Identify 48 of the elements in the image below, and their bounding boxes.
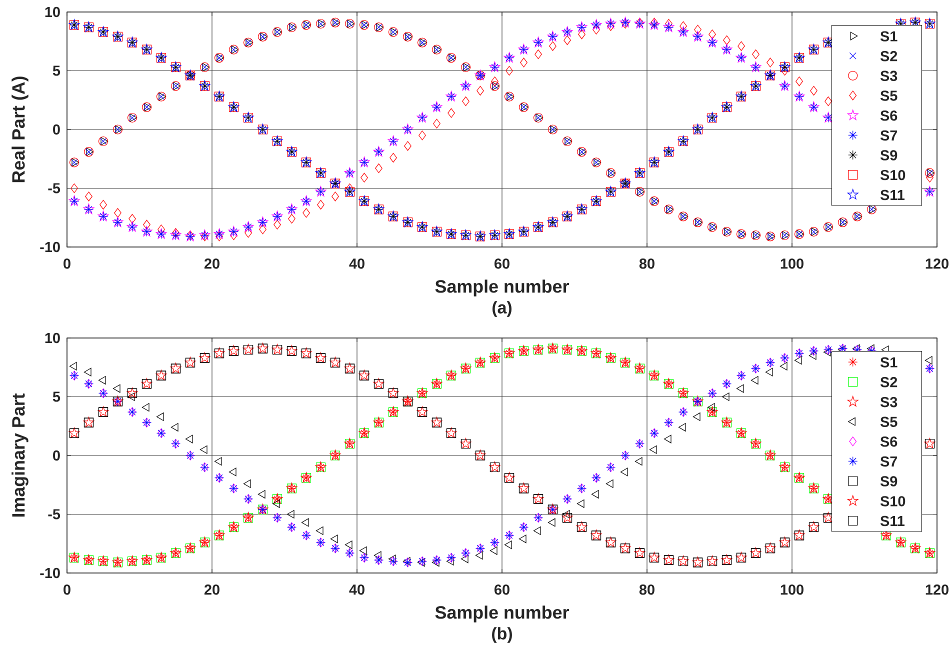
- y-tick-label: 5: [52, 66, 60, 76]
- legend-label: S9: [880, 150, 898, 160]
- x-axis-title: Sample number: [435, 280, 569, 296]
- legend-label: S10: [880, 496, 906, 506]
- legend-label: S10: [880, 170, 906, 180]
- x-tick-label: 20: [204, 584, 220, 595]
- y-tick-label: 5: [52, 392, 60, 402]
- legend-label: S11: [880, 190, 905, 200]
- y-tick-label: -5: [48, 183, 60, 194]
- x-tick-label: 40: [349, 258, 364, 269]
- legend-label: S3: [880, 70, 898, 82]
- y-tick-label: -10: [40, 568, 60, 578]
- legend-label: S2: [880, 51, 898, 62]
- y-tick-label: 10: [45, 332, 60, 344]
- legend-label: S3: [880, 396, 898, 408]
- x-tick-label: 120: [926, 258, 948, 269]
- x-tick-label: 100: [780, 258, 804, 269]
- x-tick-label: 0: [64, 258, 70, 269]
- x-tick-label: 60: [494, 258, 510, 269]
- y-tick-label: 0: [53, 450, 60, 461]
- x-tick-label: 0: [64, 584, 70, 595]
- y-tick-label: -5: [48, 509, 60, 520]
- x-tick-label: 120: [926, 584, 948, 595]
- x-tick-label: 100: [780, 584, 804, 595]
- legend-label: S5: [880, 90, 898, 101]
- y-axis-title: Real Part (A): [12, 76, 28, 182]
- x-tick-label: 60: [494, 584, 510, 595]
- legend-label: S1: [880, 357, 898, 368]
- x-tick-label: 20: [204, 258, 220, 269]
- text: (a): [492, 301, 512, 317]
- y-tick-label: 0: [53, 124, 60, 135]
- legend-label: S6: [880, 436, 898, 447]
- y-axis-title: Imaginary Part: [12, 393, 28, 517]
- legend-label: S9: [880, 476, 898, 486]
- legend-label: S5: [880, 416, 898, 427]
- text: (b): [492, 627, 512, 643]
- legend-label: S6: [880, 110, 898, 121]
- legend-label: S7: [880, 456, 898, 467]
- x-tick-label: 80: [639, 258, 654, 269]
- x-tick-label: 40: [349, 584, 364, 595]
- legend-label: S1: [880, 31, 898, 42]
- legend-label: S11: [880, 516, 905, 526]
- x-tick-label: 80: [639, 584, 654, 595]
- y-tick-label: 10: [45, 6, 60, 18]
- legend-label: S7: [880, 130, 898, 141]
- x-axis-title: Sample number: [435, 606, 569, 622]
- y-tick-label: -10: [40, 242, 60, 252]
- legend-label: S2: [880, 377, 898, 388]
